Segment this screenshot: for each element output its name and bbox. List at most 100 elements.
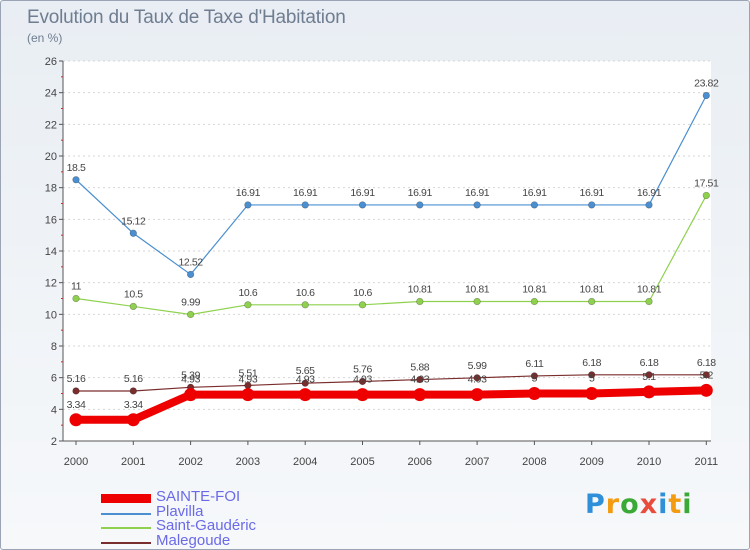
- data-label-plavilla: 16.91: [350, 187, 375, 199]
- y-tick-label: 14: [45, 246, 57, 258]
- data-label-malegoude: 5.76: [353, 363, 372, 375]
- data-label-plavilla: 16.91: [408, 187, 433, 199]
- data-label-saint-gaud-ric: 10.5: [124, 288, 143, 300]
- data-label-sainte-foi: 4.93: [296, 374, 315, 386]
- series-line-saint-gaud-ric: [75, 194, 707, 316]
- data-label-malegoude: 5.16: [124, 373, 143, 385]
- data-point-saint-gaud-ric: [530, 297, 539, 306]
- data-point-plavilla: [301, 201, 309, 209]
- data-label-sainte-foi: 5.2: [700, 369, 714, 381]
- legend-label: SAINTE-FOI: [156, 488, 241, 505]
- data-label-saint-gaud-ric: 10.81: [465, 284, 490, 296]
- data-point-malegoude: [530, 372, 539, 380]
- data-label-saint-gaud-ric: 10.81: [580, 284, 605, 296]
- data-point-saint-gaud-ric: [588, 297, 596, 306]
- data-point-sainte-foi: [126, 413, 140, 427]
- data-label-malegoude: 5.65: [296, 365, 315, 377]
- y-tick-label: 2: [51, 436, 57, 448]
- legend-label: Saint-Gaudéric: [156, 517, 257, 534]
- data-label-plavilla: 23.82: [694, 78, 719, 90]
- logo-letter: i: [658, 489, 669, 520]
- data-label-saint-gaud-ric: 9.99: [181, 296, 200, 308]
- data-label-saint-gaud-ric: 10.81: [408, 284, 433, 296]
- data-label-plavilla: 16.91: [580, 187, 605, 199]
- y-tick-label: 24: [45, 88, 57, 100]
- data-label-sainte-foi: 5.1: [642, 371, 656, 383]
- data-point-malegoude: [473, 374, 481, 382]
- data-label-sainte-foi: 3.34: [67, 399, 86, 411]
- data-point-malegoude: [645, 371, 653, 379]
- data-point-saint-gaud-ric: [473, 297, 481, 306]
- data-point-plavilla: [645, 201, 653, 209]
- data-label-sainte-foi: 4.93: [181, 374, 200, 386]
- x-tick-label: 2001: [121, 456, 145, 468]
- data-label-plavilla: 18.5: [67, 162, 86, 174]
- y-tick-label: 22: [45, 119, 57, 131]
- data-point-malegoude: [588, 371, 596, 379]
- data-point-sainte-foi: [356, 388, 369, 402]
- x-tick-label: 2004: [293, 456, 317, 468]
- x-tick-label: 2002: [178, 456, 202, 468]
- data-point-saint-gaud-ric: [416, 297, 424, 306]
- y-tick-label: 8: [51, 341, 57, 353]
- data-point-sainte-foi: [470, 388, 484, 402]
- logo-letter: P: [585, 489, 606, 520]
- data-point-sainte-foi: [241, 388, 255, 402]
- data-label-sainte-foi: 5: [589, 373, 595, 385]
- data-point-sainte-foi: [184, 388, 198, 402]
- y-tick-label: 18: [45, 183, 57, 195]
- data-point-saint-gaud-ric: [358, 301, 367, 309]
- data-point-sainte-foi: [527, 387, 541, 400]
- data-label-malegoude: 6.18: [582, 357, 601, 369]
- proxiti-logo: Proxiti: [585, 489, 693, 520]
- data-point-malegoude: [702, 371, 710, 379]
- logo-letter: t: [668, 489, 683, 520]
- data-label-saint-gaud-ric: 17.51: [694, 177, 719, 189]
- x-tick-label: 2000: [64, 456, 88, 468]
- data-point-malegoude: [301, 379, 309, 387]
- data-label-malegoude: 6.18: [697, 357, 716, 369]
- data-label-sainte-foi: 4.93: [410, 374, 429, 386]
- data-point-plavilla: [358, 201, 367, 209]
- x-tick-label: 2006: [408, 456, 432, 468]
- data-point-saint-gaud-ric: [301, 301, 309, 309]
- data-label-saint-gaud-ric: 10.6: [353, 287, 372, 299]
- data-point-plavilla: [72, 176, 80, 184]
- x-tick-label: 2008: [522, 456, 546, 468]
- legend-swatch: [101, 494, 151, 503]
- data-point-saint-gaud-ric: [244, 301, 252, 309]
- x-tick-label: 2011: [694, 456, 718, 468]
- y-axis-unit: (en %): [27, 31, 63, 45]
- data-point-malegoude: [416, 375, 424, 384]
- legend-swatch: [101, 541, 151, 544]
- series-line-malegoude: [75, 374, 707, 392]
- x-tick-label: 2003: [236, 456, 260, 468]
- y-tick-label: 6: [51, 373, 57, 385]
- data-label-malegoude: 6.11: [525, 358, 544, 370]
- data-label-plavilla: 12.52: [178, 256, 203, 268]
- data-point-plavilla: [530, 201, 539, 209]
- data-label-plavilla: 16.91: [293, 187, 318, 199]
- data-label-sainte-foi: 5: [532, 373, 538, 385]
- logo-letter: x: [639, 489, 659, 520]
- data-label-malegoude: 5.88: [410, 362, 429, 374]
- data-point-saint-gaud-ric: [72, 294, 80, 303]
- data-label-sainte-foi: 4.93: [468, 374, 487, 386]
- y-tick-label: 10: [45, 309, 57, 321]
- data-point-plavilla: [129, 229, 137, 237]
- y-tick-label: 16: [45, 214, 57, 226]
- data-label-sainte-foi: 4.93: [238, 374, 257, 386]
- data-point-malegoude: [129, 387, 137, 395]
- data-point-sainte-foi: [585, 387, 599, 400]
- data-label-saint-gaud-ric: 10.6: [238, 287, 257, 299]
- series-line-sainte-foi: [72, 386, 711, 424]
- data-point-sainte-foi: [699, 383, 713, 397]
- data-label-plavilla: 16.91: [637, 187, 662, 199]
- data-point-plavilla: [473, 201, 481, 209]
- logo-letter: o: [620, 489, 640, 520]
- data-label-malegoude: 6.18: [640, 357, 659, 369]
- data-point-sainte-foi: [413, 388, 427, 402]
- y-tick-label: 26: [45, 56, 57, 68]
- data-label-sainte-foi: 3.34: [124, 399, 143, 411]
- data-label-saint-gaud-ric: 10.6: [296, 287, 315, 299]
